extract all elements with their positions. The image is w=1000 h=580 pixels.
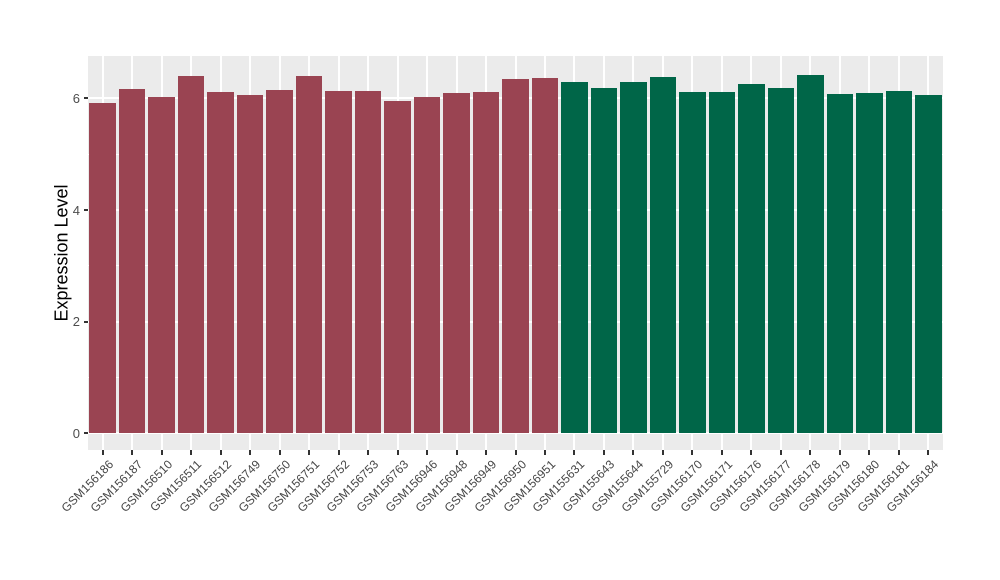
- bar: [708, 92, 736, 434]
- bar: [531, 78, 559, 434]
- bar: [118, 88, 146, 434]
- x-axis-tick: [190, 450, 193, 455]
- bar: [767, 88, 795, 434]
- x-axis-tick: [573, 450, 576, 455]
- bar: [914, 95, 942, 434]
- bar: [295, 76, 323, 434]
- x-axis-tick: [838, 450, 841, 455]
- y-tick-label: 6: [72, 90, 80, 106]
- y-axis-tick: [84, 320, 88, 323]
- bar: [620, 82, 647, 434]
- x-axis-tick: [219, 450, 222, 455]
- x-axis-tick: [308, 450, 311, 455]
- x-axis-tick: [514, 450, 517, 455]
- x-axis-tick: [868, 450, 871, 455]
- y-tick-label: 4: [72, 202, 80, 218]
- bar: [856, 92, 883, 434]
- x-axis-tick: [779, 450, 782, 455]
- bar: [885, 90, 913, 434]
- x-axis-tick: [750, 450, 753, 455]
- y-axis-tick: [84, 97, 88, 100]
- x-axis-tick: [897, 450, 900, 455]
- x-axis-tick: [131, 450, 134, 455]
- bar: [89, 103, 116, 434]
- bar: [148, 97, 175, 434]
- bar: [266, 90, 293, 434]
- x-axis-tick: [927, 450, 930, 455]
- x-axis-tick: [720, 450, 723, 455]
- bar: [177, 75, 205, 434]
- x-axis-tick: [278, 450, 281, 455]
- bar: [649, 76, 677, 434]
- bar: [502, 79, 529, 434]
- y-axis-tick: [84, 432, 88, 435]
- bar: [413, 97, 441, 434]
- bar: [590, 87, 618, 434]
- x-axis-tick: [543, 450, 546, 455]
- x-axis-tick: [426, 450, 429, 455]
- bar: [443, 92, 470, 434]
- bar: [207, 91, 234, 434]
- y-tick-label: 0: [72, 425, 80, 441]
- x-axis-tick: [632, 450, 635, 455]
- x-axis-tick: [337, 450, 340, 455]
- x-axis-tick: [249, 450, 252, 455]
- x-axis-tick: [455, 450, 458, 455]
- bar: [354, 91, 382, 434]
- bar: [797, 74, 824, 434]
- x-axis-tick: [485, 450, 488, 455]
- x-axis-tick: [691, 450, 694, 455]
- bar: [561, 81, 588, 434]
- x-axis-tick: [809, 450, 812, 455]
- bar: [384, 101, 411, 434]
- x-axis-tick: [661, 450, 664, 455]
- x-axis-tick: [367, 450, 370, 455]
- bar: [472, 92, 500, 434]
- x-axis-tick: [160, 450, 163, 455]
- bar: [236, 95, 264, 434]
- bar: [738, 83, 765, 434]
- y-axis-tick: [84, 209, 88, 212]
- bar: [826, 93, 854, 434]
- bar: [325, 91, 352, 434]
- x-axis-tick: [101, 450, 104, 455]
- x-axis-tick: [602, 450, 605, 455]
- x-axis-tick: [396, 450, 399, 455]
- bar: [679, 92, 706, 434]
- plot-panel: [88, 56, 943, 450]
- y-tick-label: 2: [72, 314, 80, 330]
